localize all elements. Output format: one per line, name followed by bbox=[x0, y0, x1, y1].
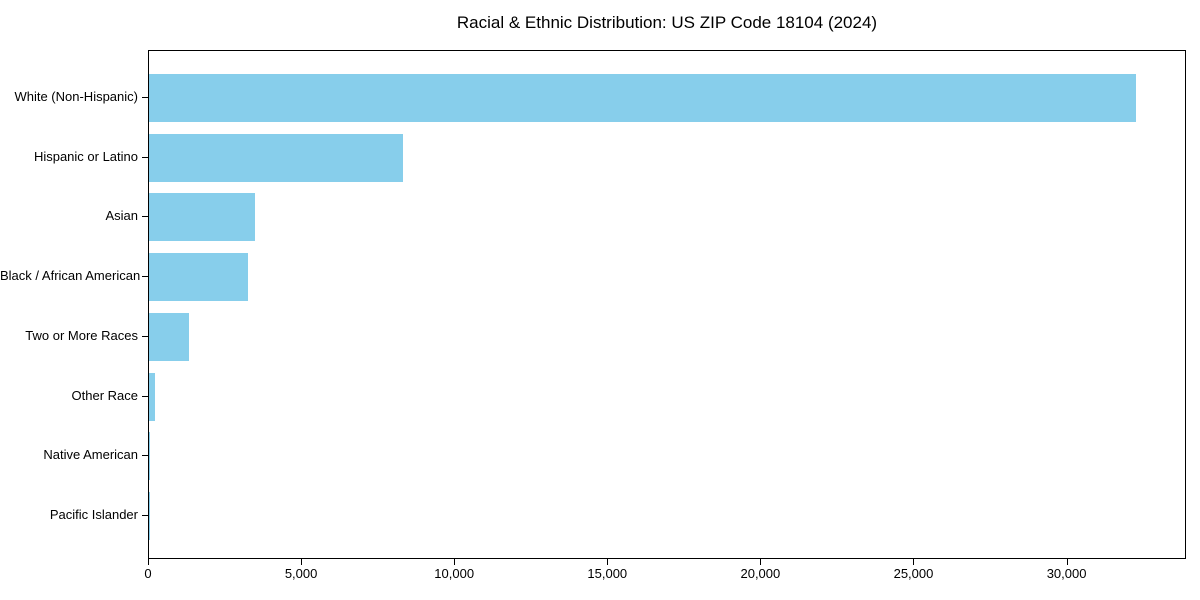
y-tick-mark bbox=[142, 455, 148, 457]
x-tick-mark bbox=[760, 559, 762, 565]
y-tick-mark bbox=[142, 514, 148, 516]
y-tick-mark bbox=[142, 216, 148, 218]
y-tick-mark bbox=[142, 97, 148, 98]
y-tick-mark bbox=[142, 276, 148, 278]
y-tick-label-hispanic-or-latino: Hispanic or Latino bbox=[33, 148, 138, 164]
x-tick-label-15000: 15,000 bbox=[587, 566, 628, 581]
bar-hispanic-or-latino bbox=[149, 133, 403, 182]
y-tick-mark bbox=[142, 156, 148, 158]
bar-black-african-american bbox=[149, 253, 249, 302]
x-tick-label-25000: 25,000 bbox=[893, 566, 934, 581]
x-tick-label-20000: 20,000 bbox=[740, 566, 781, 581]
plot-area bbox=[148, 50, 1186, 559]
bar-two-or-more-races bbox=[149, 312, 189, 361]
bar-asian bbox=[149, 193, 256, 242]
y-tick-mark bbox=[142, 395, 148, 397]
y-tick-label-two-or-more-races: Two or More Races bbox=[25, 327, 138, 343]
x-tick-mark bbox=[607, 559, 609, 565]
x-tick-mark bbox=[148, 559, 149, 565]
y-tick-mark bbox=[142, 335, 148, 337]
x-tick-label-0: 0 bbox=[144, 566, 152, 581]
x-tick-mark bbox=[301, 559, 303, 565]
bar-native-american bbox=[149, 432, 151, 481]
x-tick-label-5000: 5,000 bbox=[284, 566, 318, 581]
bar-other-race bbox=[149, 372, 155, 421]
y-tick-label-asian: Asian bbox=[105, 208, 138, 224]
x-tick-label-30000: 30,000 bbox=[1046, 566, 1087, 581]
y-tick-label-pacific-islander: Pacific Islander bbox=[49, 506, 138, 522]
x-tick-mark bbox=[1066, 559, 1068, 565]
chart-title: Racial & Ethnic Distribution: US ZIP Cod… bbox=[456, 13, 878, 32]
x-tick-mark bbox=[913, 559, 915, 565]
x-tick-mark bbox=[454, 559, 456, 565]
y-tick-label-white-non-hispanic: White (Non-Hispanic) bbox=[14, 89, 138, 104]
bar-white-non-hispanic bbox=[149, 74, 1136, 122]
y-tick-label-black-african-american: Black / African American bbox=[0, 268, 141, 284]
y-tick-label-other-race: Other Race bbox=[71, 387, 138, 403]
x-tick-label-10000: 10,000 bbox=[434, 566, 475, 581]
y-tick-label-native-american: Native American bbox=[43, 447, 138, 463]
